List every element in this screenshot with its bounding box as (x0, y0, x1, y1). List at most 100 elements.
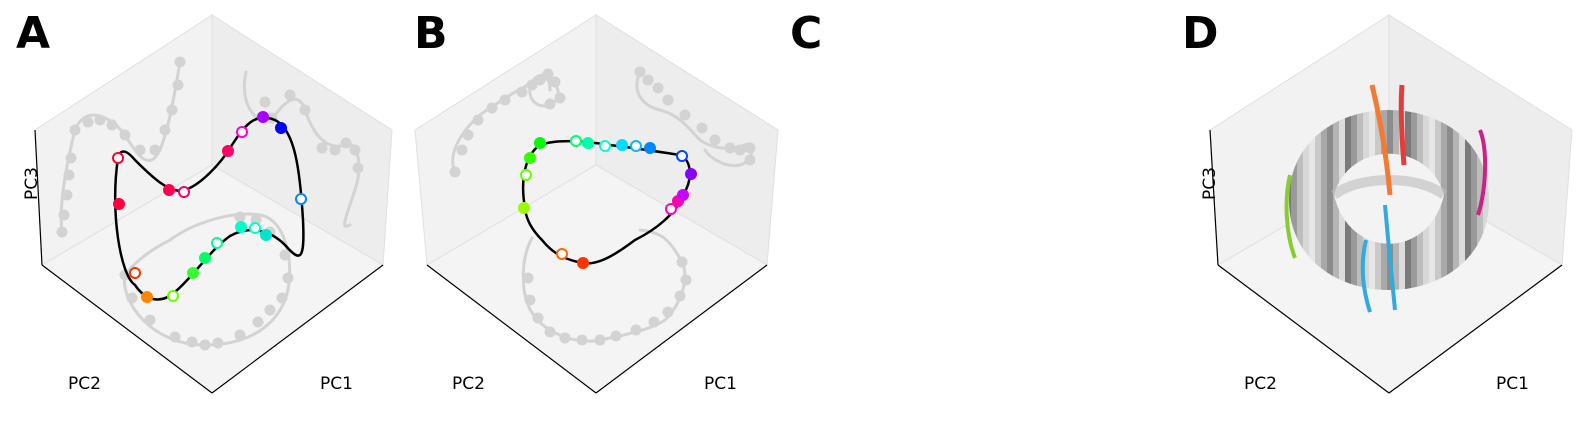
a-left-proj-dot (159, 124, 171, 136)
panel-b-plot: PC1 PC2 (414, 14, 779, 394)
a-left-proj-dot (174, 56, 186, 68)
a-marker (222, 145, 234, 157)
panel-letter-c: C (790, 8, 823, 59)
a-marker (249, 222, 261, 234)
b-marker (518, 202, 530, 214)
a-marker (113, 198, 125, 210)
a-marker (199, 252, 211, 264)
a-marker (236, 126, 248, 138)
b-floor-proj-dot (662, 306, 674, 318)
panel-letter-d: D (1182, 8, 1219, 59)
panel-letter-a: A (16, 8, 51, 59)
panel-c: C (790, 0, 1180, 423)
a-left-proj-dot (65, 152, 77, 164)
torus-ring-magenta (1476, 129, 1488, 216)
a-marker (112, 152, 124, 164)
panel-b: B PC1 PC2 (400, 0, 790, 423)
b-floor-proj-dot (610, 330, 622, 342)
b-marker (599, 140, 611, 152)
b-floor-proj-dot (524, 294, 536, 306)
a-floor-proj-dot (282, 272, 294, 284)
a-marker (235, 221, 247, 233)
a-left-proj-dot (119, 129, 131, 141)
b-right-proj-dot (744, 154, 756, 166)
panel-a-panes (34, 14, 393, 394)
a-floor-proj-dot (264, 304, 276, 316)
b-floor-proj-dot (674, 290, 686, 302)
b-left-proj-dot (462, 129, 474, 141)
a-left-proj-dot (69, 124, 81, 136)
a-marker (141, 291, 153, 303)
axis-label-pc2-b: PC2 (452, 374, 485, 394)
b-floor-proj-dot (544, 326, 556, 338)
b-floor-proj-dot (680, 274, 692, 286)
a-left-proj-dot (134, 144, 146, 156)
axis-label-pc3-d: PC3 (1200, 167, 1220, 200)
b-marker (570, 135, 582, 147)
b-right-proj-dot (709, 134, 721, 146)
a-left-proj-dot (166, 104, 178, 116)
torus-band (1327, 110, 1334, 290)
panel-a: A PC1 PC2 PC3 (0, 0, 400, 423)
a-right-proj-dot (259, 96, 271, 108)
b-left-proj-dot (526, 79, 538, 91)
torus-ring-blue-left (1360, 239, 1372, 313)
axis-line-pc1 (595, 264, 768, 394)
b-marker (685, 168, 697, 180)
axis-line-pc2 (426, 264, 597, 394)
axis-line-pc1 (1388, 264, 1563, 394)
b-floor-proj-dot (594, 334, 606, 346)
b-marker (677, 189, 689, 201)
torus-band (1441, 110, 1448, 290)
torus-band (1465, 110, 1472, 290)
torus-band (1315, 110, 1322, 290)
a-right-proj-dot (352, 162, 364, 174)
panel-d: D PC1 PC2 PC3 (1180, 0, 1594, 423)
a-marker (257, 111, 269, 123)
b-floor-proj-dot (522, 272, 534, 284)
a-floor-proj-dot (252, 316, 264, 328)
torus-band (1453, 110, 1460, 290)
a-right-proj-dot (299, 104, 311, 116)
panel-letter-b: B (414, 8, 448, 59)
torus-ring-blue-right (1383, 204, 1397, 311)
axis-line-pc3 (34, 129, 43, 266)
axis-label-pc3-a: PC3 (22, 167, 42, 200)
panel-a-plot: PC1 PC2 PC3 (22, 14, 393, 394)
a-left-proj-dot (149, 144, 161, 156)
a-right-proj-dot (284, 89, 296, 101)
b-left-proj-dot (472, 114, 484, 126)
a-left-proj-dot (58, 209, 70, 221)
panel-a-projections (56, 56, 364, 351)
b-marker (630, 140, 642, 152)
b-right-proj-dot (634, 66, 646, 78)
a-left-proj-dot (172, 79, 184, 91)
axis-label-pc2-a: PC2 (68, 374, 101, 394)
b-right-proj-dot (696, 122, 708, 134)
torus-band (1483, 110, 1489, 290)
panel-b-projections (449, 66, 756, 346)
a-floor-proj-dot (199, 339, 211, 351)
a-left-proj-dot (61, 189, 73, 201)
b-right-proj-dot (724, 142, 736, 154)
torus-band (1471, 110, 1478, 290)
a-left-proj-dot (56, 226, 68, 238)
b-marker (520, 169, 532, 181)
axis-label-pc1-b: PC1 (704, 374, 737, 394)
a-marker (187, 267, 199, 279)
a-floor-proj-dot (186, 336, 198, 348)
b-left-proj-dot (486, 102, 498, 114)
torus-ring-orange (1369, 84, 1393, 196)
a-right-proj-dot (329, 144, 341, 156)
b-right-proj-dot (744, 142, 756, 154)
panel-a-markers (112, 111, 307, 303)
a-marker (163, 184, 175, 196)
b-left-proj-dot (456, 144, 468, 156)
torus-ring-red (1398, 84, 1407, 166)
b-floor-proj-dot (576, 334, 588, 346)
a-floor-proj-dot (234, 329, 246, 341)
torus-band (1291, 110, 1298, 290)
a-marker (178, 186, 190, 198)
a-floor-proj-dot (212, 337, 224, 349)
a-marker (295, 193, 307, 205)
